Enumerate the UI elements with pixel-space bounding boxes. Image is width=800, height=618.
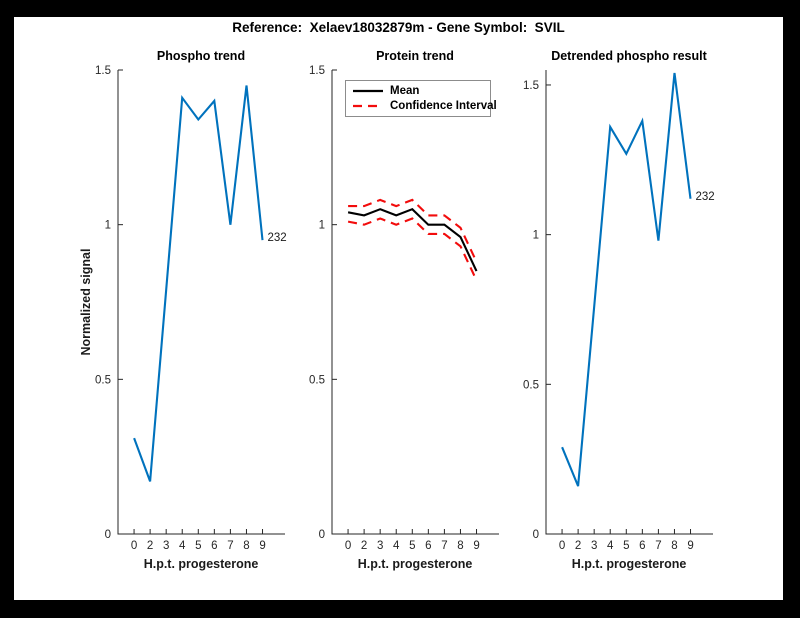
end-point-label: 232: [267, 232, 287, 245]
subplot2-title: Protein trend: [376, 49, 454, 63]
legend-item-mean: Mean: [352, 85, 490, 97]
subplot2-x-axis-label: H.p.t. progesterone: [357, 557, 473, 571]
mean-line-swatch-icon: [353, 89, 383, 92]
ci-dashed-line-swatch-icon: [353, 105, 383, 108]
legend: Mean Confidence Interval: [345, 80, 497, 117]
legend-item-confidence-interval: Confidence Interval: [352, 100, 497, 112]
subplot1-x-axis-label: H.p.t. progesterone: [143, 557, 259, 571]
y-axis-label: Normalized signal: [79, 248, 93, 356]
legend-label-mean: Mean: [390, 84, 420, 97]
legend-label-confidence-interval: Confidence Interval: [390, 100, 497, 113]
subplot1-title: Phospho trend: [156, 49, 246, 63]
figure-title: Reference: Xelaev18032879m - Gene Symbol…: [232, 20, 565, 35]
subplot3-x-axis-label: H.p.t. progesterone: [571, 557, 687, 571]
subplot3-title: Detrended phospho result: [551, 49, 707, 63]
end-point-label: 232: [695, 190, 715, 203]
